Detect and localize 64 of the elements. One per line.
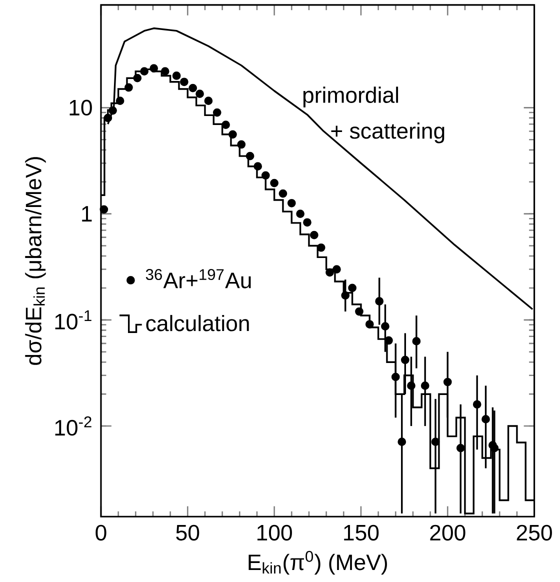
point xyxy=(133,74,142,82)
y-tick-label: 1 xyxy=(82,206,92,222)
point xyxy=(354,307,364,316)
point xyxy=(100,205,108,214)
annotation: primordial xyxy=(303,86,398,108)
point xyxy=(287,198,296,208)
point xyxy=(188,84,197,92)
x-tick-label: 200 xyxy=(430,524,466,541)
point xyxy=(104,114,112,122)
point xyxy=(443,378,452,386)
x-tick-label: 150 xyxy=(344,524,379,541)
point xyxy=(237,140,246,149)
point xyxy=(228,130,237,139)
point xyxy=(221,120,230,129)
point xyxy=(116,96,124,106)
point xyxy=(481,415,490,424)
point xyxy=(348,284,356,292)
point xyxy=(316,243,326,252)
point xyxy=(246,152,254,160)
point xyxy=(391,372,400,382)
x-tick-label: 100 xyxy=(257,524,292,541)
x-tick-label: 0 xyxy=(96,524,106,541)
point xyxy=(332,265,341,274)
point xyxy=(296,210,304,218)
y-axis-title: dσ/dE$_{kin}$ (μbarn/MeV) xyxy=(25,157,46,365)
point xyxy=(180,78,188,86)
point xyxy=(431,438,440,446)
y-tick-label: 10$^{-2}$ xyxy=(55,416,92,436)
point xyxy=(254,162,262,171)
point xyxy=(302,218,312,227)
point xyxy=(375,297,384,306)
point xyxy=(420,382,430,390)
point xyxy=(195,90,204,98)
y-tick-label: 10 xyxy=(70,100,92,116)
y-tick-label: 10$^{-1}$ xyxy=(55,310,92,330)
point xyxy=(406,382,416,390)
point xyxy=(172,72,181,80)
point xyxy=(365,320,374,328)
point xyxy=(160,67,170,76)
point xyxy=(108,106,117,115)
point xyxy=(398,438,406,446)
x-tick-label: 50 xyxy=(176,524,200,541)
point xyxy=(400,356,410,364)
point xyxy=(490,444,498,452)
x-tick-label: 250 xyxy=(516,524,552,541)
point xyxy=(472,400,482,409)
point xyxy=(325,268,334,277)
point xyxy=(380,322,390,331)
point xyxy=(204,96,213,106)
annotation: + scattering xyxy=(331,122,444,144)
point xyxy=(341,291,350,300)
x-axis-title: E$_{kin}$(π$^{0}$) (MeV) xyxy=(248,550,387,575)
point xyxy=(456,444,465,452)
point xyxy=(124,83,133,92)
point xyxy=(412,337,420,346)
point xyxy=(140,67,148,76)
point xyxy=(278,189,288,198)
point xyxy=(310,230,318,240)
point xyxy=(270,178,278,188)
legend-label: calculation xyxy=(146,314,249,332)
point xyxy=(150,64,158,72)
point xyxy=(212,108,222,117)
point xyxy=(261,171,270,180)
legend-label: $^{36}$Ar+$^{197}$Au xyxy=(146,269,251,288)
